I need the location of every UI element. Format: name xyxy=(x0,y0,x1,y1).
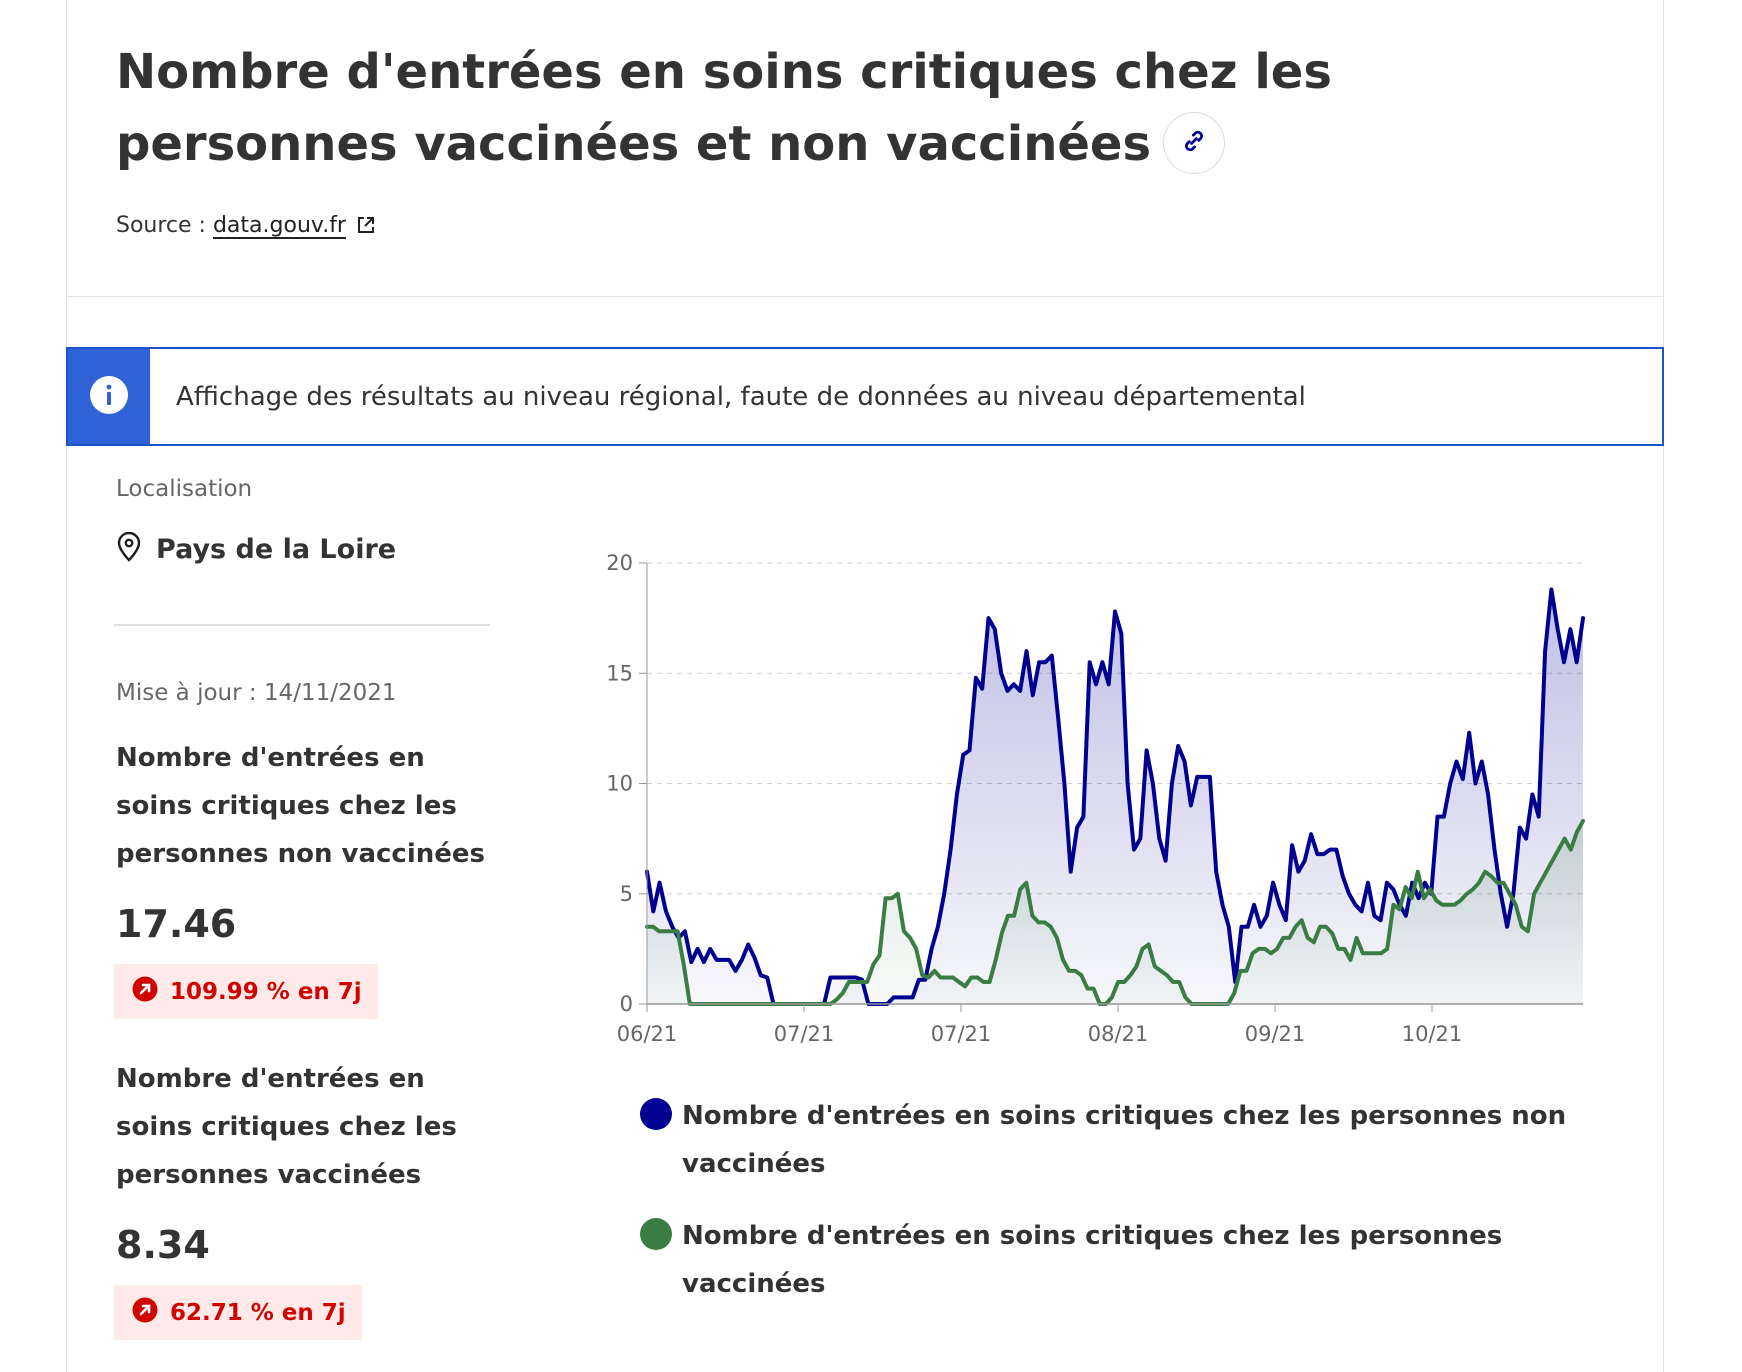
legend-item-vaccinated[interactable]: Nombre d'entrées en soins critiques chez… xyxy=(640,1212,1582,1308)
source-line: Source : data.gouv.fr xyxy=(116,213,376,241)
kpi-vaccinated-value: 8.34 xyxy=(116,1223,210,1267)
arrow-up-right-icon xyxy=(132,976,158,1008)
location-selector[interactable]: Pays de la Loire xyxy=(116,531,397,566)
update-date: Mise à jour : 14/11/2021 xyxy=(116,680,397,706)
location-value: Pays de la Loire xyxy=(156,533,397,565)
y-tick-label: 5 xyxy=(620,882,633,906)
source-label: Source : xyxy=(116,213,206,238)
copy-link-button[interactable] xyxy=(1163,112,1225,174)
x-tick-label: 06/21 xyxy=(617,1022,678,1046)
info-banner-text: Affichage des résultats au niveau région… xyxy=(176,381,1306,412)
info-banner-sidebar xyxy=(68,349,150,444)
source-link-text: data.gouv.fr xyxy=(212,213,346,238)
x-tick-label: 07/21 xyxy=(931,1022,992,1046)
y-tick-label: 0 xyxy=(620,992,633,1016)
sidebar-divider xyxy=(114,624,490,626)
legend-label-unvaccinated: Nombre d'entrées en soins critiques chez… xyxy=(682,1101,1567,1179)
link-icon xyxy=(1180,127,1208,159)
y-tick-label: 10 xyxy=(606,772,633,796)
kpi-unvaccinated-change-badge: 109.99 % en 7j xyxy=(114,964,378,1019)
card-container xyxy=(66,0,1664,1372)
source-link[interactable]: data.gouv.fr xyxy=(213,213,376,238)
map-pin-icon xyxy=(116,531,142,566)
page-title: Nombre d'entrées en soins critiques chez… xyxy=(116,44,1332,172)
kpi-vaccinated-label: Nombre d'entrées en soins critiques chez… xyxy=(116,1064,457,1190)
kpi-unvaccinated-value: 17.46 xyxy=(116,902,237,946)
y-tick-label: 20 xyxy=(606,551,633,575)
x-tick-label: 09/21 xyxy=(1245,1022,1306,1046)
location-label: Localisation xyxy=(116,476,253,502)
arrow-up-right-icon xyxy=(132,1297,158,1329)
kpi-unvaccinated-change: 109.99 % en 7j xyxy=(170,978,362,1005)
external-link-icon xyxy=(356,216,376,241)
kpi-vaccinated-change-badge: 62.71 % en 7j xyxy=(114,1285,362,1340)
x-tick-label: 07/21 xyxy=(774,1022,835,1046)
x-tick-label: 10/21 xyxy=(1402,1022,1463,1046)
series-area-unvaccinated xyxy=(647,589,1583,1004)
header-divider xyxy=(66,296,1664,297)
info-banner: Affichage des résultats au niveau région… xyxy=(66,347,1664,446)
legend-item-unvaccinated[interactable]: Nombre d'entrées en soins critiques chez… xyxy=(640,1092,1582,1188)
legend-dot-unvaccinated xyxy=(640,1098,672,1130)
kpi-vaccinated-change: 62.71 % en 7j xyxy=(170,1299,346,1326)
kpi-unvaccinated-label: Nombre d'entrées en soins critiques chez… xyxy=(116,743,486,869)
y-tick-label: 15 xyxy=(606,661,633,685)
legend-label-vaccinated: Nombre d'entrées en soins critiques chez… xyxy=(682,1221,1503,1299)
legend-dot-vaccinated xyxy=(640,1218,672,1250)
info-icon xyxy=(89,375,129,419)
x-tick-label: 08/21 xyxy=(1088,1022,1149,1046)
